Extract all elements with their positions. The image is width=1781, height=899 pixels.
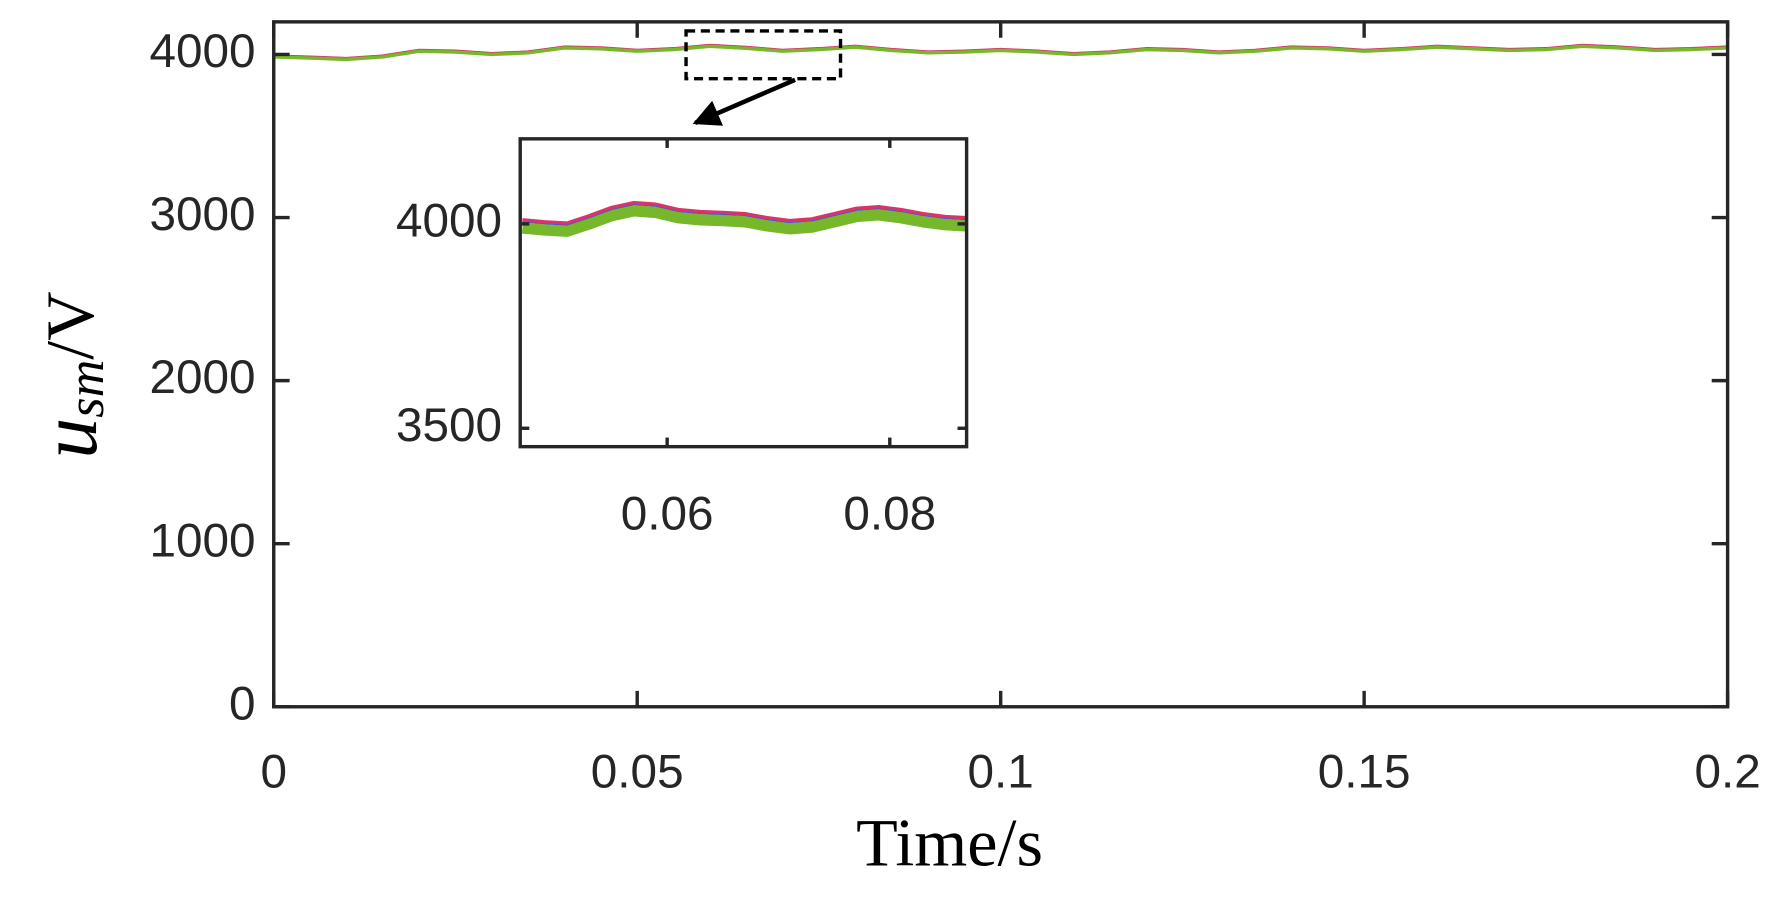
- series-line: [273, 44, 1728, 62]
- x-tick-label: 0.2: [1694, 746, 1760, 799]
- y-label-main: u: [23, 418, 114, 459]
- inset-plot: 0.06 0.08 3500 4000: [396, 137, 969, 541]
- plot-background: [273, 21, 1728, 707]
- x-tick-label: 0.06: [621, 488, 714, 541]
- plot-background: [520, 138, 967, 447]
- y-tick-label: 1000: [149, 514, 255, 567]
- y-axis-label: usm/V: [23, 292, 115, 459]
- x-tick-label: 0: [260, 746, 287, 799]
- y-tick-label: 3500: [396, 399, 502, 452]
- x-tick-label: 0.1: [968, 746, 1034, 799]
- series-line: [521, 205, 967, 237]
- y-label-suffix: /V: [32, 292, 108, 360]
- y-tick-label: 0: [229, 677, 256, 730]
- x-tick-label: 0.15: [1318, 746, 1411, 799]
- plot-frame: [518, 137, 969, 449]
- main-plot: 0 0.05 0.1 0.15 0.2 0 1000 2000 3000 4000: [149, 20, 1761, 799]
- y-tick-label: 3000: [149, 188, 255, 241]
- x-axis-label: Time/s: [856, 805, 1043, 881]
- x-tick-label: 0.05: [591, 746, 684, 799]
- y-tick-label: 2000: [149, 351, 255, 404]
- x-tick-label: 0.08: [843, 488, 936, 541]
- y-label-sub: sm: [57, 360, 115, 418]
- y-tick-label: 4000: [149, 25, 255, 78]
- y-tick-label: 4000: [396, 194, 502, 247]
- zoom-arrow: [692, 77, 796, 126]
- series-line: [522, 200, 967, 225]
- zoom-box: [684, 29, 843, 81]
